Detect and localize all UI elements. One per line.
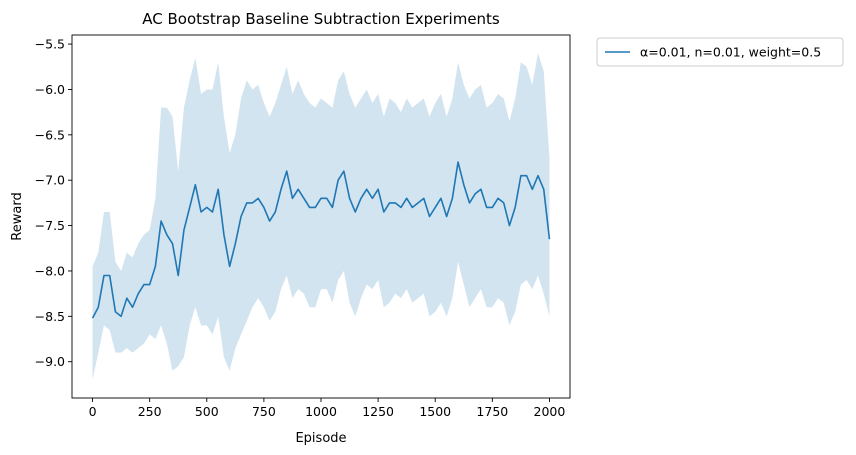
y-axis-label: Reward — [10, 192, 25, 240]
x-tick-label: 1500 — [419, 404, 451, 419]
y-tick-label: −7.5 — [35, 218, 65, 233]
series-line-1 — [91, 161, 551, 319]
y-tick-label: −8.0 — [35, 263, 65, 278]
x-tick-label: 0 — [89, 404, 97, 419]
x-tick-label: 1000 — [305, 404, 337, 419]
legend-label-series-1: α=0.01, n=0.01, weight=0.5 — [640, 45, 821, 60]
y-axis: −9.0 −8.5 −8.0 −7.5 −7.0 −6.5 −6.0 −5.5 — [35, 37, 72, 369]
legend: α=0.01, n=0.01, weight=0.5 — [596, 37, 844, 67]
plot-area — [91, 53, 551, 380]
y-tick-label: −9.0 — [35, 354, 65, 369]
y-tick-label: −7.0 — [35, 173, 65, 188]
x-tick-label: 500 — [195, 404, 219, 419]
x-tick-label: 1250 — [362, 404, 394, 419]
x-tick-label: 750 — [252, 404, 276, 419]
y-tick-label: −6.5 — [35, 127, 65, 142]
x-axis: 0 250 500 750 1000 1250 1500 1750 2000 — [89, 398, 566, 419]
x-tick-label: 1750 — [476, 404, 508, 419]
legend-box — [596, 37, 844, 67]
x-tick-label: 2000 — [534, 404, 566, 419]
x-tick-label: 250 — [138, 404, 162, 419]
y-tick-label: −5.5 — [35, 37, 65, 52]
x-axis-label: Episode — [295, 431, 346, 446]
confidence-band-series-1 — [92, 53, 550, 380]
y-tick-label: −6.0 — [35, 82, 65, 97]
y-tick-label: −8.5 — [35, 309, 65, 324]
chart-title: AC Bootstrap Baseline Subtraction Experi… — [142, 10, 500, 28]
